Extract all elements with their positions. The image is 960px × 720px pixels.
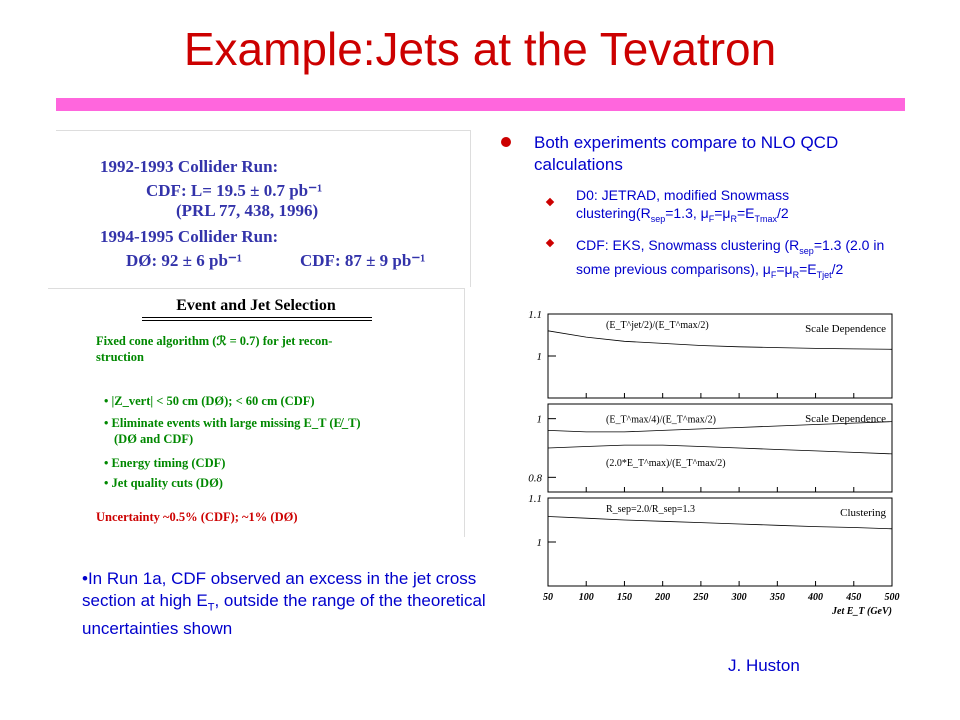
run2-label: 1994-1995 Collider Run:: [100, 227, 279, 246]
x-tick-label: 400: [807, 592, 823, 603]
heading-rule-bottom: [142, 320, 372, 321]
algo-line-2: struction: [96, 350, 144, 364]
prl-reference: (PRL 77, 438, 1996): [176, 201, 319, 220]
series-line: [547, 330, 893, 350]
scale-dependence-chart: Scale Dependence 1.1 1 (E_T^jet/2)/(E_T^max…: [528, 309, 900, 617]
selection-item: • Energy timing (CDF): [104, 456, 226, 470]
event-selection-box: Event and Jet Selection Fixed cone algor…: [48, 288, 465, 537]
sub-bullet-cdf: CDF: EKS, Snowmass clustering (Rsep=1.3 …: [576, 237, 885, 280]
panel-label: Scale Dependence: [805, 323, 886, 335]
x-tick-label: 200: [654, 592, 670, 603]
y-tick-label: 1: [537, 351, 543, 363]
selection-item: • |Z_vert| < 50 cm (DØ); < 60 cm (CDF): [104, 394, 315, 408]
run1-label: 1992-1993 Collider Run:: [100, 157, 279, 176]
diamond-bullet-icon: [545, 238, 555, 248]
main-bullet: Both experiments compare to NLO QCD calc…: [534, 133, 839, 174]
y-tick-label: 1: [537, 537, 543, 549]
bullet-dot-icon: [501, 137, 511, 147]
heading-rule-top: [142, 317, 372, 318]
series-label: R_sep=2.0/R_sep=1.3: [606, 504, 695, 515]
cdf-luminosity-2: CDF: 87 ± 9 pb⁻¹: [300, 251, 426, 270]
y-tick-label: 0.8: [528, 472, 542, 484]
x-tick-label: 350: [769, 592, 785, 603]
selection-heading: Event and Jet Selection: [176, 297, 336, 314]
y-tick-label: 1.1: [528, 493, 542, 505]
y-tick-label: 1: [537, 414, 543, 426]
selection-item: • Jet quality cuts (DØ): [104, 476, 223, 490]
series-label: (2.0*E_T^max)/(E_T^max/2): [606, 458, 726, 469]
x-axis-label: Jet E_T (GeV): [831, 606, 892, 617]
selection-item: • Eliminate events with large missing E_…: [104, 416, 361, 430]
x-tick-label: 150: [617, 592, 632, 603]
sub-bullet-d0: D0: JETRAD, modified Snowmass clustering…: [576, 187, 790, 224]
d0-luminosity: DØ: 92 ± 6 pb⁻¹: [126, 251, 242, 270]
algo-line-1: Fixed cone algorithm (ℛ = 0.7) for jet r…: [96, 334, 333, 348]
series-line: [547, 421, 893, 433]
series-line: [547, 444, 893, 455]
diamond-bullet-icon: [545, 197, 555, 207]
series-line: [547, 516, 893, 530]
uncertainty-line: Uncertainty ~0.5% (CDF); ~1% (DØ): [96, 510, 298, 524]
x-tick-label: 100: [579, 592, 594, 603]
series-label: (E_T^jet/2)/(E_T^max/2): [606, 320, 709, 331]
x-tick-label: 50: [543, 592, 553, 603]
x-tick-label: 500: [885, 592, 900, 603]
cdf-luminosity: CDF: L= 19.5 ± 0.7 pb⁻¹: [146, 181, 323, 200]
x-tick-label: 450: [845, 592, 861, 603]
slide-title: Example:Jets at the Tevatron: [183, 23, 777, 75]
run1a-note: •In Run 1a, CDF observed an excess in th…: [82, 569, 486, 639]
author-credit: J. Huston: [728, 656, 800, 675]
x-tick-label: 300: [731, 592, 747, 603]
panel-label: Scale Dependence: [805, 413, 886, 425]
series-label: (E_T^max/4)/(E_T^max/2): [606, 414, 716, 425]
title-underline: [56, 98, 905, 111]
x-tick-label: 250: [692, 592, 708, 603]
run-luminosity-box: 1992-1993 Collider Run: CDF: L= 19.5 ± 0…: [56, 130, 471, 287]
selection-item-cont: (DØ and CDF): [114, 432, 194, 446]
y-tick-label: 1.1: [528, 309, 542, 321]
panel-label: Clustering: [840, 507, 886, 519]
